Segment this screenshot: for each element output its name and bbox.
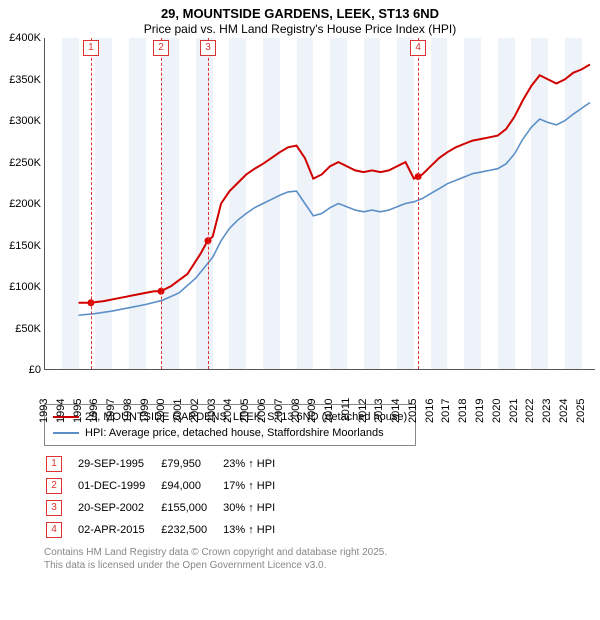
sale-price: £155,000 bbox=[161, 498, 221, 518]
series-line-price_paid bbox=[79, 65, 591, 303]
sale-vline bbox=[418, 38, 419, 369]
x-axis-label: 2008 bbox=[290, 398, 302, 422]
chart-area: £0£50K£100K£150K£200K£250K£300K£350K£400… bbox=[44, 38, 594, 398]
x-axis-label: 2018 bbox=[457, 398, 469, 422]
sale-date: 29-SEP-1995 bbox=[78, 454, 159, 474]
sale-vline bbox=[161, 38, 162, 369]
y-axis-label: £150K bbox=[1, 240, 41, 252]
x-axis-label: 2004 bbox=[222, 398, 234, 422]
x-axis-label: 2017 bbox=[440, 398, 452, 422]
sale-vline bbox=[208, 38, 209, 369]
x-axis-label: 2002 bbox=[189, 398, 201, 422]
title-address: 29, MOUNTSIDE GARDENS, LEEK, ST13 6ND bbox=[0, 6, 600, 21]
sale-marker-box: 2 bbox=[153, 40, 169, 56]
x-axis-label: 2020 bbox=[491, 398, 503, 422]
x-axis-label: 2022 bbox=[524, 398, 536, 422]
x-axis-label: 1999 bbox=[139, 398, 151, 422]
title-subtitle: Price paid vs. HM Land Registry's House … bbox=[0, 22, 600, 36]
x-axis-label: 2007 bbox=[273, 398, 285, 422]
y-axis-label: £250K bbox=[1, 157, 41, 169]
y-axis-label: £400K bbox=[1, 32, 41, 44]
x-axis-label: 2011 bbox=[340, 398, 352, 422]
y-axis-label: £0 bbox=[1, 364, 41, 376]
footer-line: This data is licensed under the Open Gov… bbox=[44, 559, 592, 572]
sale-date: 20-SEP-2002 bbox=[78, 498, 159, 518]
legend-item: HPI: Average price, detached house, Staf… bbox=[53, 425, 407, 441]
x-axis-label: 2014 bbox=[390, 398, 402, 422]
table-row: 2 01-DEC-1999£94,00017% ↑ HPI bbox=[46, 476, 289, 496]
x-axis-label: 1997 bbox=[105, 398, 117, 422]
x-axis-label: 1995 bbox=[72, 398, 84, 422]
plot-region: £0£50K£100K£150K£200K£250K£300K£350K£400… bbox=[44, 38, 595, 370]
y-axis-label: £200K bbox=[1, 198, 41, 210]
x-axis-label: 1994 bbox=[55, 398, 67, 422]
y-axis-label: £300K bbox=[1, 115, 41, 127]
x-axis-label: 2000 bbox=[155, 398, 167, 422]
sale-delta: 30% ↑ HPI bbox=[223, 498, 289, 518]
sales-table: 1 29-SEP-1995£79,95023% ↑ HPI 2 01-DEC-1999… bbox=[44, 452, 291, 542]
sale-date: 02-APR-2015 bbox=[78, 520, 159, 540]
y-axis-label: £350K bbox=[1, 74, 41, 86]
sale-date: 01-DEC-1999 bbox=[78, 476, 159, 496]
x-axis-label: 2025 bbox=[575, 398, 587, 422]
x-axis-label: 2023 bbox=[541, 398, 553, 422]
x-axis-label: 2024 bbox=[558, 398, 570, 422]
x-axis-label: 2005 bbox=[239, 398, 251, 422]
sale-delta: 23% ↑ HPI bbox=[223, 454, 289, 474]
legend-label: HPI: Average price, detached house, Staf… bbox=[85, 425, 384, 441]
footer: Contains HM Land Registry data © Crown c… bbox=[44, 546, 592, 572]
legend-swatch bbox=[53, 432, 79, 434]
sale-marker-box: 1 bbox=[83, 40, 99, 56]
table-row: 4 02-APR-2015£232,50013% ↑ HPI bbox=[46, 520, 289, 540]
x-axis-label: 1998 bbox=[122, 398, 134, 422]
sale-price: £232,500 bbox=[161, 520, 221, 540]
sale-marker-icon: 3 bbox=[46, 500, 62, 516]
x-axis-label: 2019 bbox=[474, 398, 486, 422]
sale-delta: 17% ↑ HPI bbox=[223, 476, 289, 496]
sale-vline bbox=[91, 38, 92, 369]
sale-delta: 13% ↑ HPI bbox=[223, 520, 289, 540]
sale-marker-icon: 2 bbox=[46, 478, 62, 494]
footer-line: Contains HM Land Registry data © Crown c… bbox=[44, 546, 592, 559]
x-axis-label: 2006 bbox=[256, 398, 268, 422]
y-axis-label: £50K bbox=[1, 323, 41, 335]
sale-price: £79,950 bbox=[161, 454, 221, 474]
table-row: 3 20-SEP-2002£155,00030% ↑ HPI bbox=[46, 498, 289, 518]
x-axis-label: 2010 bbox=[323, 398, 335, 422]
x-axis-label: 1993 bbox=[38, 398, 50, 422]
chart-container: 29, MOUNTSIDE GARDENS, LEEK, ST13 6ND Pr… bbox=[0, 0, 600, 572]
sale-price: £94,000 bbox=[161, 476, 221, 496]
x-axis-label: 2015 bbox=[407, 398, 419, 422]
sale-marker-box: 4 bbox=[410, 40, 426, 56]
sale-marker-box: 3 bbox=[200, 40, 216, 56]
series-line-hpi bbox=[79, 103, 591, 316]
x-axis-label: 2009 bbox=[306, 398, 318, 422]
sale-marker-icon: 4 bbox=[46, 522, 62, 538]
x-axis-label: 2003 bbox=[206, 398, 218, 422]
sale-marker-icon: 1 bbox=[46, 456, 62, 472]
y-axis-label: £100K bbox=[1, 281, 41, 293]
x-axis-label: 2021 bbox=[508, 398, 520, 422]
table-row: 1 29-SEP-1995£79,95023% ↑ HPI bbox=[46, 454, 289, 474]
x-axis-label: 1996 bbox=[88, 398, 100, 422]
x-axis-label: 2012 bbox=[357, 398, 369, 422]
title-block: 29, MOUNTSIDE GARDENS, LEEK, ST13 6ND Pr… bbox=[0, 0, 600, 38]
x-axis-label: 2016 bbox=[424, 398, 436, 422]
chart-svg bbox=[45, 38, 595, 369]
x-axis-label: 2013 bbox=[373, 398, 385, 422]
x-axis-label: 2001 bbox=[172, 398, 184, 422]
